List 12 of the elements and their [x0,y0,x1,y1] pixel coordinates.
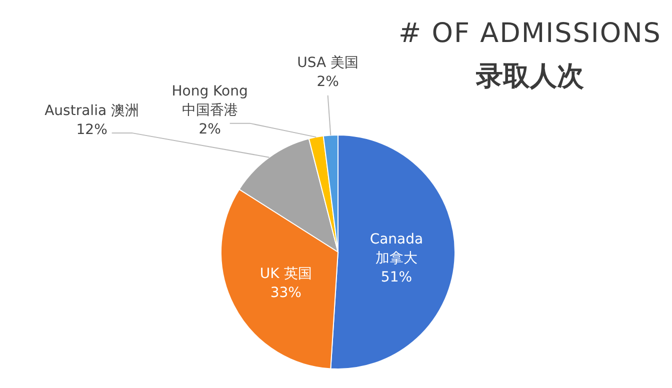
slice-label: Hong Kong 中国香港 [170,82,249,121]
data-label: 2% [316,73,340,92]
text: 录取人次 [474,60,585,94]
text: # OF ADMISSIONS [398,18,662,49]
data-label: 51% [380,268,414,288]
slice-label: Canada 加拿大 [368,230,424,268]
slice-label: UK 英国 [258,264,313,284]
data-label: 33% [269,284,302,303]
slice-label: Australia 澳洲 [44,102,140,121]
data-label: 12% [75,120,108,140]
data-label: 2% [198,120,222,140]
slice-label: USA 美国 [296,54,360,74]
